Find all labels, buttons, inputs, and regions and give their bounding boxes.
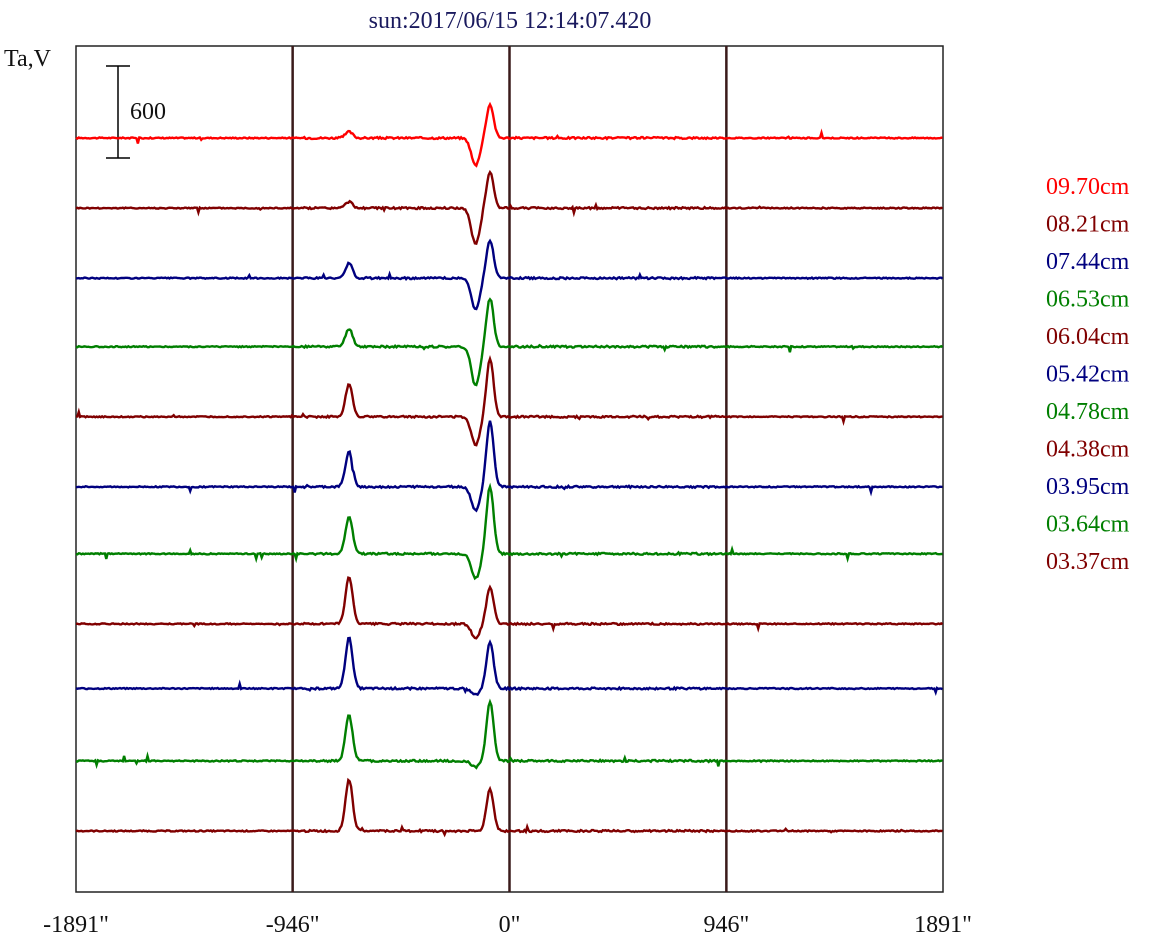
legend: 09.70cm 08.21cm 07.44cm 06.53cm 06.04cm 05.42… (1046, 174, 1130, 575)
x-tick-label: -946" (266, 912, 320, 938)
series-line-03.37cm (75, 777, 943, 838)
x-tick-label: 946" (703, 912, 749, 938)
series-line-03.64cm (76, 698, 943, 770)
vertical-markers (291, 46, 728, 892)
x-tick-labels: -1891" -946" 0" 946" 1891" (43, 912, 972, 938)
legend-entry: 09.70cm (1046, 174, 1130, 200)
legend-entry: 05.42cm (1046, 362, 1130, 388)
scale-bar-label: 600 (130, 99, 166, 125)
legend-entry: 07.44cm (1046, 249, 1130, 275)
series-line-03.95cm (75, 636, 943, 697)
legend-entry: 04.38cm (1046, 437, 1130, 463)
legend-entry: 06.04cm (1046, 324, 1130, 350)
series-line-04.38cm (75, 576, 944, 640)
x-tick-label: -1891" (43, 912, 109, 938)
legend-entry: 06.53cm (1046, 287, 1130, 313)
chart-title: sun:2017/06/15 12:14:07.420 (369, 8, 652, 34)
series-line-05.42cm (75, 420, 943, 513)
series-line-09.70cm (75, 101, 943, 168)
legend-entry: 08.21cm (1046, 212, 1130, 238)
series-line-04.78cm (75, 482, 943, 581)
series-lines (75, 101, 944, 838)
legend-entry: 04.78cm (1046, 399, 1130, 425)
series-line-06.53cm (75, 297, 944, 387)
series-line-07.44cm (76, 238, 944, 311)
scale-bar: 600 (106, 65, 166, 159)
series-line-08.21cm (75, 169, 944, 246)
legend-entry: 03.95cm (1046, 474, 1130, 500)
series-line-06.04cm (75, 354, 943, 447)
x-tick-label: 1891" (914, 912, 972, 938)
legend-entry: 03.37cm (1046, 549, 1130, 575)
legend-entry: 03.64cm (1046, 512, 1130, 538)
x-tick-label: 0" (499, 912, 521, 938)
y-axis-label: Ta,V (4, 46, 52, 72)
